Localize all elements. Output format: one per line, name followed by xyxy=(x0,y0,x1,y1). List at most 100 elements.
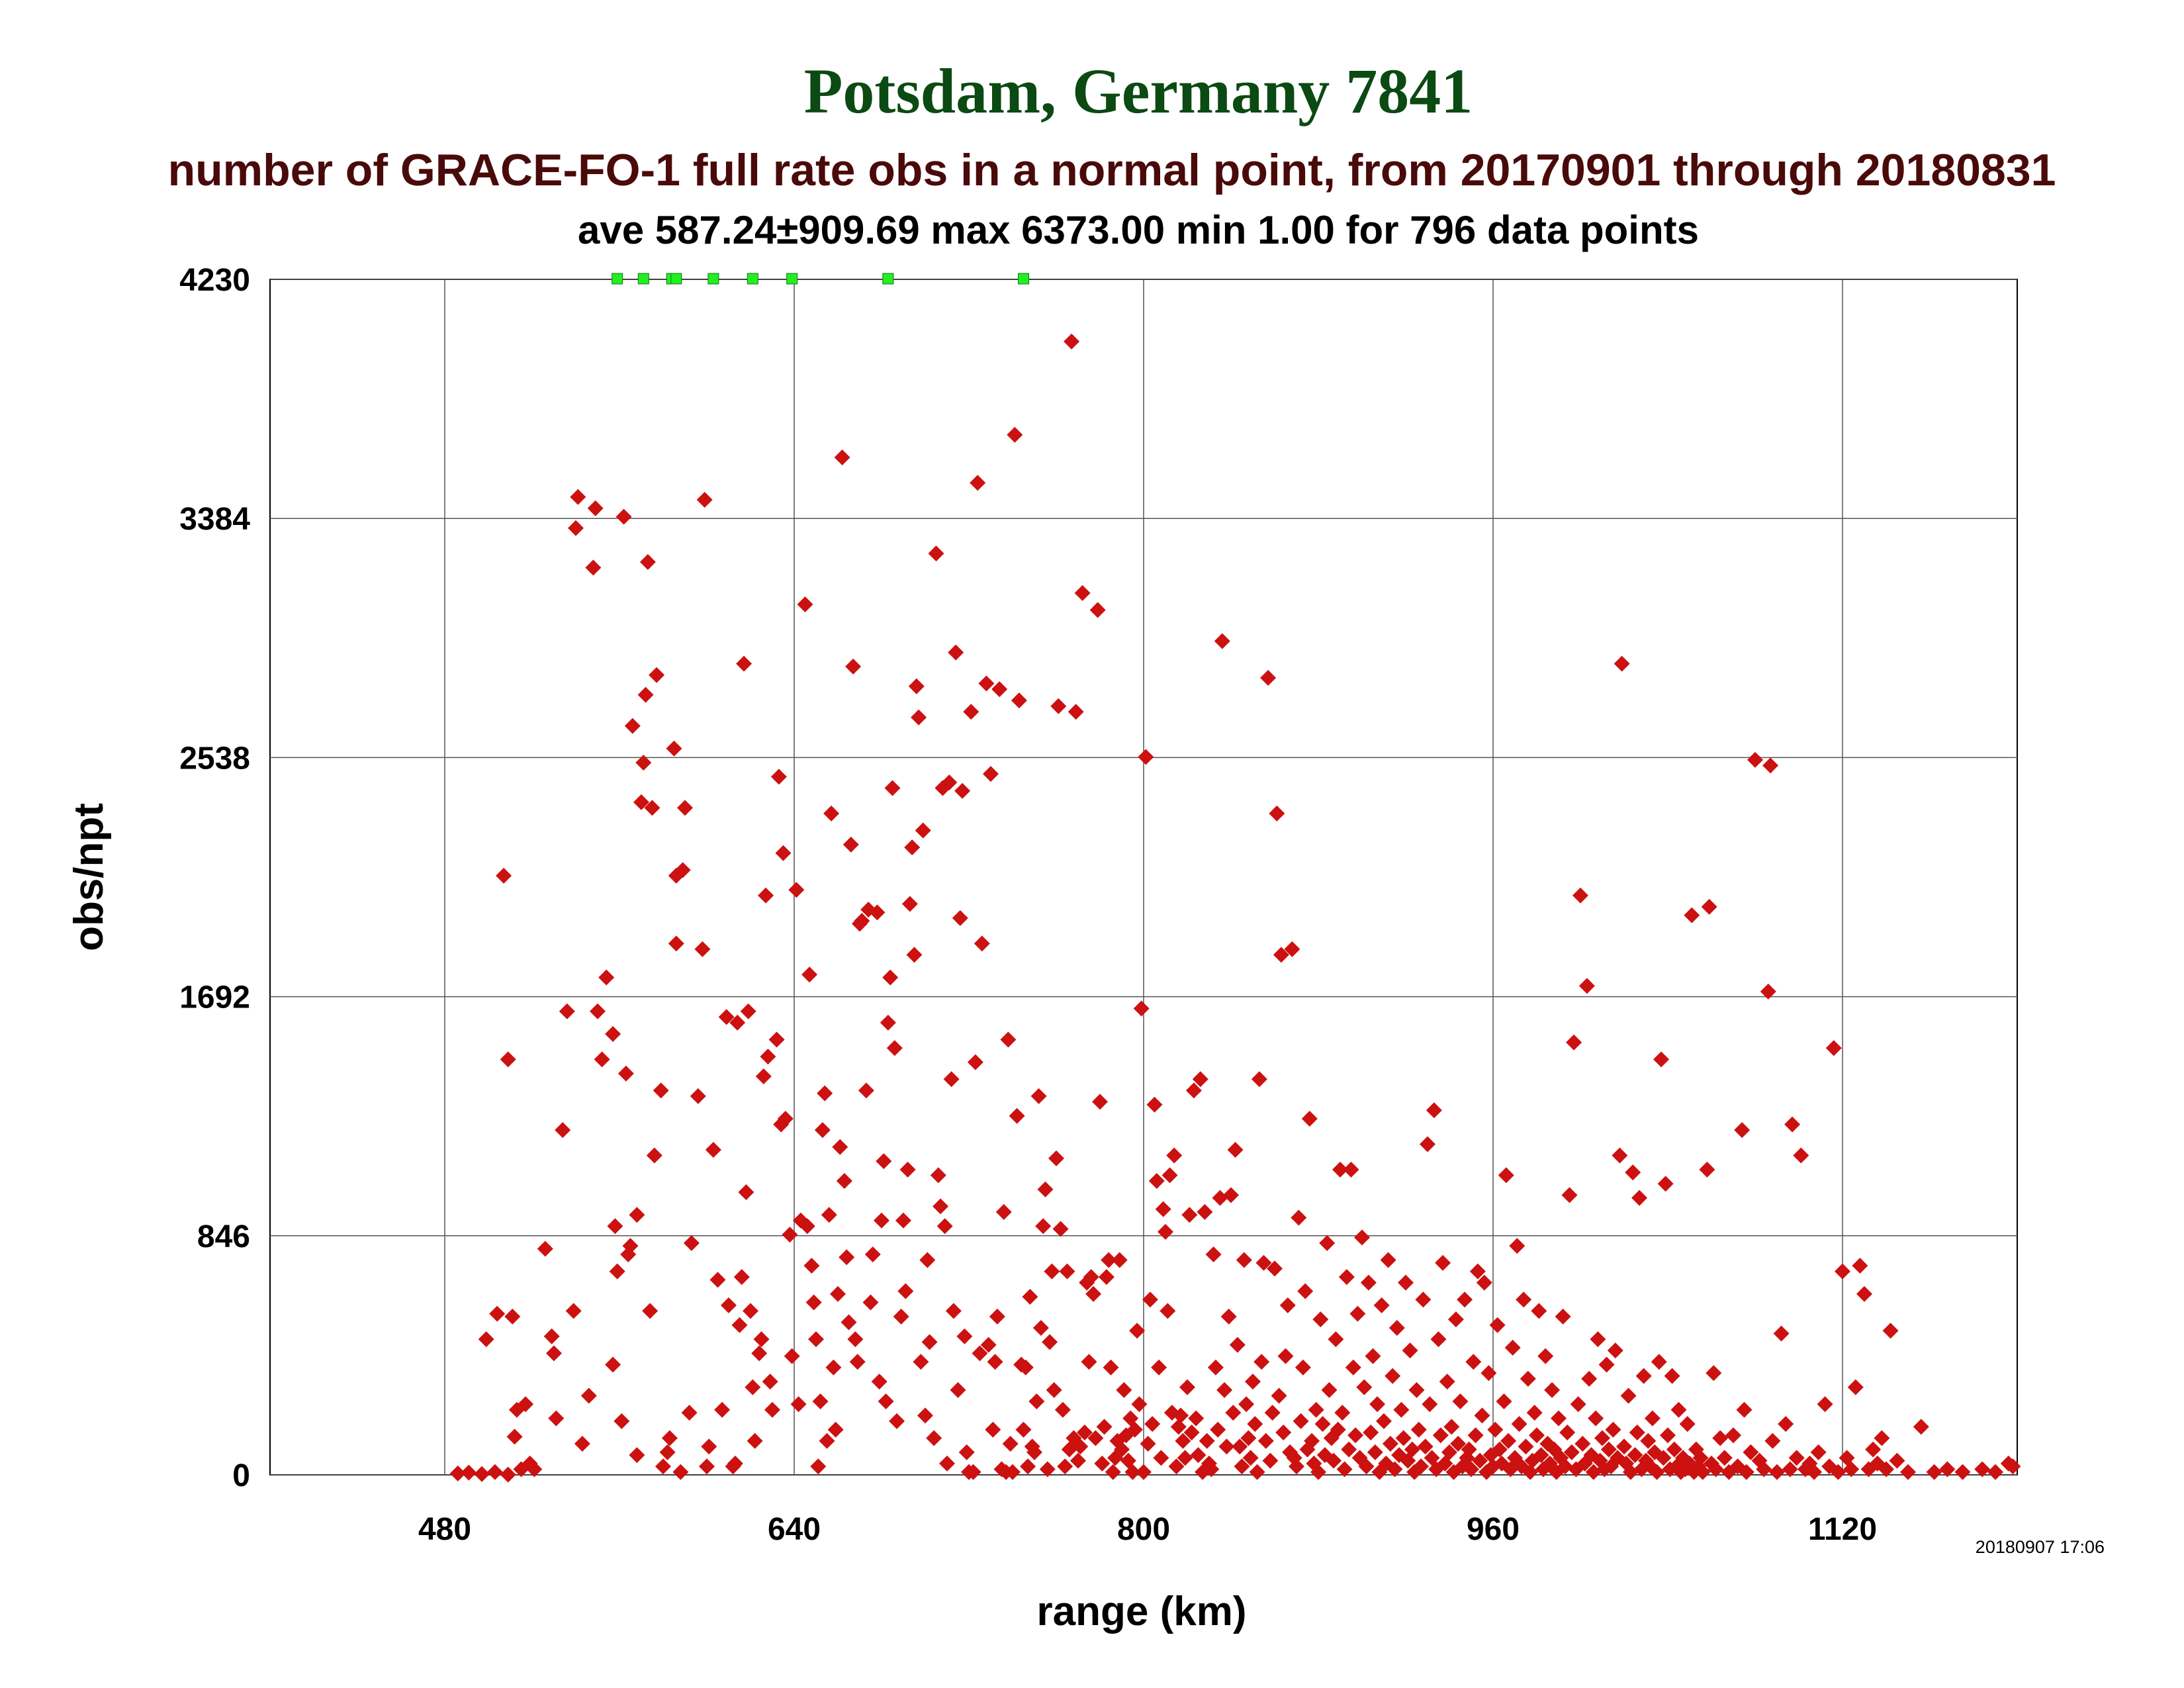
data-point xyxy=(731,1317,748,1333)
data-point xyxy=(694,941,711,957)
data-point xyxy=(1177,1450,1193,1466)
y-tick-label: 0 xyxy=(232,1458,250,1493)
data-point xyxy=(1070,1452,1086,1469)
data-point xyxy=(1105,1464,1121,1480)
data-point xyxy=(1939,1461,1956,1477)
data-point xyxy=(1987,1464,2003,1480)
data-point xyxy=(827,1421,844,1438)
data-point xyxy=(1168,1458,1185,1475)
data-point xyxy=(1133,1000,1150,1017)
data-point xyxy=(633,794,649,810)
data-point xyxy=(1784,1116,1801,1133)
data-point xyxy=(518,1396,534,1413)
data-point xyxy=(570,489,586,505)
data-point xyxy=(1778,1416,1794,1432)
data-point xyxy=(1319,1235,1336,1251)
data-point xyxy=(1251,1071,1267,1088)
data-point xyxy=(1279,1297,1296,1313)
data-point xyxy=(1574,1436,1591,1452)
data-point xyxy=(1124,1464,1141,1480)
data-point xyxy=(1242,1450,1259,1466)
data-point xyxy=(1874,1430,1890,1446)
data-point xyxy=(1161,1167,1178,1184)
data-point xyxy=(784,1348,800,1364)
data-point xyxy=(901,896,918,912)
data-point xyxy=(659,1444,676,1460)
data-point xyxy=(1684,907,1700,923)
data-point xyxy=(489,1305,506,1322)
data-point xyxy=(1356,1379,1373,1395)
data-point xyxy=(956,1328,973,1344)
chart-title: Potsdam, Germany 7841 xyxy=(803,56,1473,126)
data-point xyxy=(845,658,862,675)
data-point xyxy=(950,1382,966,1398)
data-point xyxy=(598,969,615,986)
data-point xyxy=(1563,1444,1580,1460)
data-point xyxy=(546,1345,562,1362)
data-point xyxy=(1588,1410,1604,1427)
data-point xyxy=(915,822,931,839)
data-point xyxy=(1142,1291,1158,1308)
data-point xyxy=(1144,1416,1161,1432)
data-point xyxy=(486,1464,503,1480)
data-point xyxy=(1291,1209,1307,1226)
data-point xyxy=(906,947,923,963)
data-point xyxy=(758,887,774,904)
data-point xyxy=(1098,1269,1115,1286)
data-point xyxy=(1349,1305,1366,1322)
data-point xyxy=(1806,1464,1823,1480)
data-point xyxy=(506,1429,523,1445)
data-point xyxy=(740,1003,756,1019)
data-point xyxy=(714,1401,731,1418)
data-point xyxy=(1225,1405,1242,1421)
data-point xyxy=(1074,585,1091,601)
data-point xyxy=(1328,1331,1344,1348)
data-point xyxy=(1551,1410,1567,1427)
data-point xyxy=(543,1328,560,1344)
data-point xyxy=(1625,1164,1641,1181)
off-scale-markers xyxy=(612,273,1029,285)
data-point xyxy=(1585,1464,1602,1480)
data-point xyxy=(930,1167,946,1184)
data-point xyxy=(1743,1444,1759,1460)
data-point xyxy=(1037,1181,1054,1197)
data-point xyxy=(987,1354,1003,1370)
data-point xyxy=(1114,1441,1130,1458)
data-point xyxy=(991,681,1008,698)
data-point xyxy=(1260,670,1277,686)
data-point xyxy=(1581,1370,1598,1387)
data-point xyxy=(1155,1201,1171,1217)
data-point xyxy=(1447,1311,1464,1328)
data-point xyxy=(1218,1438,1235,1455)
data-point xyxy=(642,1303,659,1319)
off-scale-marker xyxy=(882,273,894,285)
data-point xyxy=(646,1147,662,1164)
data-point xyxy=(913,1354,929,1370)
data-point xyxy=(1410,1421,1427,1438)
data-point xyxy=(1057,1458,1073,1475)
data-point xyxy=(1020,1458,1036,1475)
data-point xyxy=(1435,1254,1451,1271)
data-point xyxy=(681,1405,698,1421)
data-point xyxy=(1651,1354,1667,1370)
data-point xyxy=(1631,1190,1648,1206)
data-point xyxy=(1782,1461,1798,1477)
data-point xyxy=(797,596,813,612)
data-point xyxy=(974,935,990,952)
data-point xyxy=(1699,1161,1715,1178)
data-point xyxy=(1373,1297,1390,1313)
data-point xyxy=(1207,1359,1224,1376)
data-point xyxy=(1716,1450,1733,1466)
data-point xyxy=(762,1374,778,1390)
data-point xyxy=(1011,692,1027,709)
data-point xyxy=(1146,1096,1163,1113)
data-point xyxy=(526,1461,543,1477)
data-point xyxy=(1865,1441,1882,1458)
data-point xyxy=(478,1331,494,1348)
data-point xyxy=(1463,1461,1479,1477)
data-point xyxy=(884,780,901,796)
data-point xyxy=(1068,704,1084,720)
data-point xyxy=(1847,1379,1864,1395)
data-point xyxy=(1085,1286,1102,1302)
data-point xyxy=(1420,1136,1435,1152)
